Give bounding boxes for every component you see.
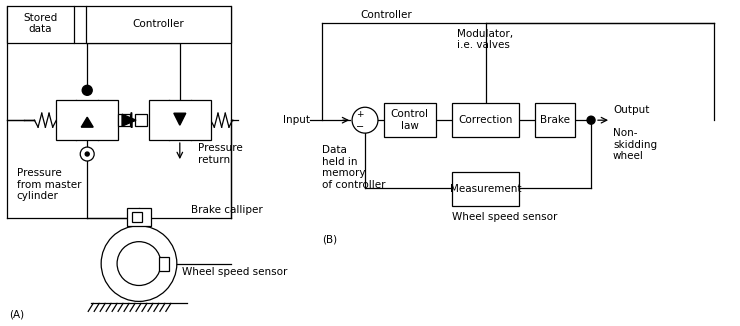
Text: Non-
skidding
wheel: Non- skidding wheel [613,128,657,161]
Bar [535,103,575,137]
Text: Wheel speed sensor: Wheel speed sensor [182,267,287,276]
Text: Pressure
from master
cylinder: Pressure from master cylinder [16,168,81,201]
Circle shape [82,85,92,95]
Text: Wheel speed sensor: Wheel speed sensor [451,212,557,222]
Bar [132,212,142,222]
Text: Output: Output [613,105,649,115]
Text: Controller: Controller [132,19,184,29]
Circle shape [101,226,177,302]
Polygon shape [174,113,186,125]
Text: (A): (A) [10,309,24,319]
Bar [451,103,519,137]
Bar [127,208,151,226]
Text: Data
held in
memory
of controller: Data held in memory of controller [322,145,386,190]
Text: Control
law: Control law [391,110,428,131]
Bar [87,6,231,42]
Text: Brake: Brake [540,115,571,125]
Text: −: − [356,122,364,132]
Text: Pressure
return: Pressure return [198,143,243,165]
Text: Correction: Correction [458,115,513,125]
Text: Stored
data: Stored data [23,13,58,35]
Circle shape [85,152,90,156]
Text: (B): (B) [322,235,337,245]
Bar [159,257,169,271]
Circle shape [352,107,378,133]
Text: +: + [356,110,364,119]
Bar [384,103,436,137]
Circle shape [587,116,595,124]
Bar [451,172,519,206]
Bar [149,100,211,140]
Bar [56,100,118,140]
Text: Brake calliper: Brake calliper [191,205,263,215]
Polygon shape [118,114,130,126]
Text: Input: Input [283,115,310,125]
Polygon shape [81,117,93,127]
Text: Modulator,
i.e. valves: Modulator, i.e. valves [457,29,513,50]
Text: Controller: Controller [360,10,411,20]
Polygon shape [135,114,147,126]
Bar [7,6,74,42]
Text: Measurement: Measurement [450,184,521,194]
Circle shape [117,242,161,286]
Polygon shape [122,114,136,126]
Circle shape [80,147,94,161]
